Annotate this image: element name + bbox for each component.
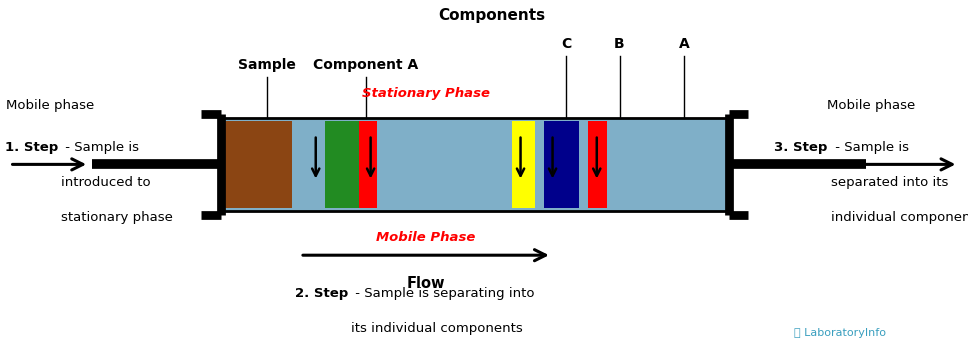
Text: 1. Step: 1. Step: [5, 141, 58, 154]
Bar: [359, 121, 378, 208]
Bar: [535, 121, 544, 208]
Text: stationary phase: stationary phase: [61, 211, 173, 224]
Text: Mobile phase: Mobile phase: [827, 99, 916, 112]
Text: 3. Step: 3. Step: [774, 141, 828, 154]
Text: its individual components: its individual components: [351, 322, 523, 335]
Text: - Sample is: - Sample is: [61, 141, 139, 154]
Text: Sample: Sample: [238, 58, 296, 72]
Text: separated into its: separated into its: [831, 176, 948, 189]
Text: Component A: Component A: [314, 58, 418, 72]
Text: - Sample is separating into: - Sample is separating into: [351, 287, 535, 300]
Bar: [544, 121, 579, 208]
Text: Mobile Phase: Mobile Phase: [377, 231, 475, 244]
Bar: [292, 121, 325, 208]
Bar: [221, 118, 729, 211]
Text: Flow: Flow: [407, 276, 445, 291]
Bar: [221, 118, 729, 211]
Text: A: A: [679, 37, 690, 51]
Text: - Sample is: - Sample is: [831, 141, 909, 154]
Text: B: B: [615, 37, 624, 51]
Text: Ⓛ LaboratoryInfo: Ⓛ LaboratoryInfo: [794, 328, 886, 338]
Bar: [221, 121, 292, 208]
Bar: [512, 121, 535, 208]
Bar: [589, 121, 608, 208]
Text: 2. Step: 2. Step: [295, 287, 348, 300]
Bar: [378, 121, 512, 208]
Text: individual components: individual components: [831, 211, 968, 224]
Text: Mobile phase: Mobile phase: [6, 99, 95, 112]
Text: Stationary Phase: Stationary Phase: [362, 87, 490, 100]
Bar: [579, 121, 589, 208]
Text: introduced to: introduced to: [61, 176, 151, 189]
Bar: [325, 121, 359, 208]
Text: Components: Components: [439, 8, 545, 23]
Text: C: C: [561, 37, 571, 51]
Bar: [608, 121, 729, 208]
